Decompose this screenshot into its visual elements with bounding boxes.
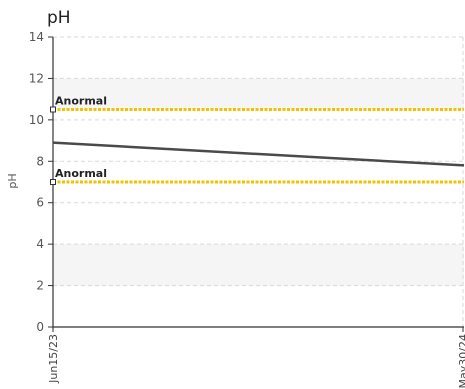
reference-label: Anormal <box>55 95 107 108</box>
reference-marker <box>50 179 56 185</box>
shaded-bands <box>53 78 464 286</box>
gridlines <box>53 36 464 327</box>
y-tick-label: 12 <box>29 71 44 85</box>
y-tick-label: 10 <box>29 113 44 127</box>
y-tick-label: 6 <box>36 196 44 210</box>
y-axis-label: pH <box>6 173 19 188</box>
chart-title: pH <box>47 8 71 28</box>
y-tick-label: 0 <box>36 320 44 334</box>
x-tick-label: Jun15/23 <box>47 334 60 384</box>
shaded-band <box>53 244 464 286</box>
y-tick-label: 14 <box>29 30 44 44</box>
shaded-band <box>53 78 464 110</box>
reference-label: Anormal <box>55 167 107 180</box>
axes: 0 2 4 6 8 10 12 14 Jun15/23 May30/24 <box>29 30 465 388</box>
series-layer <box>52 141 465 167</box>
series-line <box>52 141 465 167</box>
y-tick-label: 2 <box>36 279 44 293</box>
y-tick-label: 8 <box>36 154 44 168</box>
y-tick-label: 4 <box>36 237 44 251</box>
reference-marker <box>50 106 56 113</box>
reference-lines: Anormal Anormal <box>50 95 464 185</box>
x-tick-label: May30/24 <box>457 334 465 388</box>
